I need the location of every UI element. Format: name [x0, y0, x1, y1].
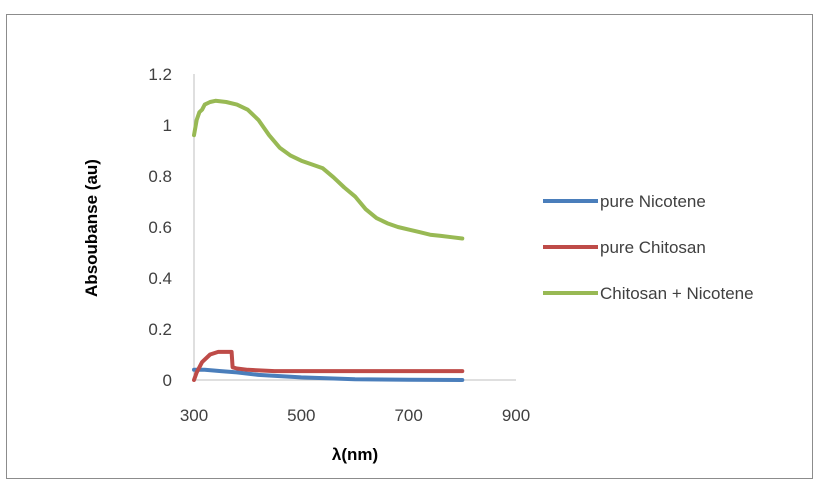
series-line-1: [192, 367, 465, 382]
x-tick-labels: 300 500 700 900: [180, 406, 530, 425]
x-tick-label: 700: [394, 406, 422, 425]
legend: pure Nicotene pure Chitosan Chitosan + Nic…: [543, 192, 754, 303]
y-axis-title: Absoubanse (au): [82, 159, 101, 297]
legend-item: Chitosan + Nicotene: [543, 284, 754, 303]
legend-label: pure Chitosan: [600, 238, 706, 257]
y-tick-label: 0.4: [148, 269, 172, 288]
y-tick-label: 0.2: [148, 320, 172, 339]
legend-item: pure Nicotene: [543, 192, 706, 211]
y-tick-labels: 0 0.2 0.4 0.6 0.8 1 1.2: [148, 65, 172, 390]
y-tick-label: 0.8: [148, 167, 172, 186]
chart-frame: [6, 14, 813, 479]
x-tick-label: 500: [287, 406, 315, 425]
series-line-2: [192, 349, 465, 382]
y-tick-label: 1: [163, 116, 172, 135]
x-axis-title: λ(nm): [332, 445, 378, 464]
x-tick-label: 300: [180, 406, 208, 425]
y-tick-label: 0.6: [148, 218, 172, 237]
x-tick-label: 900: [502, 406, 530, 425]
legend-label: pure Nicotene: [600, 192, 706, 211]
series-line-3: [192, 98, 465, 241]
y-tick-label: 0: [163, 371, 172, 390]
legend-item: pure Chitosan: [543, 238, 706, 257]
plot-area: [192, 98, 465, 382]
legend-label: Chitosan + Nicotene: [600, 284, 754, 303]
y-tick-label: 1.2: [148, 65, 172, 84]
